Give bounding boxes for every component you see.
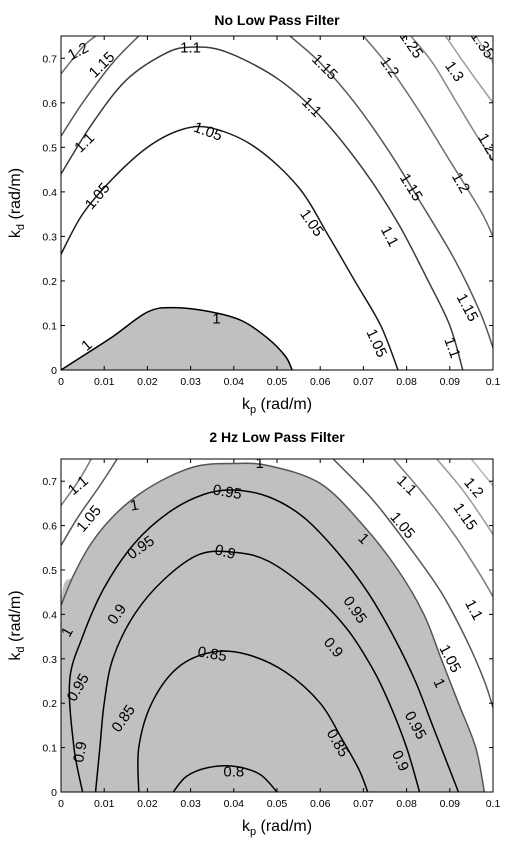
x-tick-label: 0.04 <box>224 376 245 388</box>
y-tick-label: 0.3 <box>42 231 57 243</box>
contour-label: 1 <box>256 455 264 472</box>
y-axis-label: kd (rad/m) <box>7 168 27 238</box>
x-tick-label: 0.07 <box>353 798 374 810</box>
chart-title: No Low Pass Filter <box>214 12 340 28</box>
contour-label: 1.1 <box>180 40 201 57</box>
x-tick-label: 0.01 <box>94 798 115 810</box>
x-tick-label: 0 <box>58 798 64 810</box>
contour-label: 1.1 <box>440 335 463 360</box>
contour-0-8 <box>172 764 278 792</box>
y-tick-label: 0.7 <box>42 476 57 488</box>
y-tick-label: 0.5 <box>42 565 57 577</box>
contour-0-85 <box>137 650 369 792</box>
y-tick-label: 0.4 <box>42 187 57 199</box>
x-tick-label: 0.09 <box>440 798 461 810</box>
plot-area <box>61 36 493 370</box>
shaded-region <box>61 463 485 792</box>
chart-no-filter: 1.21.151.11.15 1.21.251.31.351.11.11.051.… <box>7 12 501 416</box>
contour-0-95 <box>68 489 460 792</box>
x-tick-label: 0.02 <box>137 798 158 810</box>
contour-1-1 <box>61 459 92 507</box>
chart-title: 2 Hz Low Pass Filter <box>209 429 345 445</box>
x-tick-label: 0.01 <box>94 376 115 388</box>
x-tick-label: 0.02 <box>137 376 158 388</box>
x-tick-label: 0.03 <box>180 798 201 810</box>
contour-1-15 <box>61 36 140 137</box>
x-axis-label: kp (rad/m) <box>242 818 312 838</box>
contour-label: 1 <box>212 310 220 327</box>
contour-label: 0.85 <box>196 643 228 665</box>
contour-label: 0.95 <box>211 481 243 503</box>
contour-1 <box>61 462 486 792</box>
contour-1-25 <box>410 36 493 162</box>
y-tick-label: 0.2 <box>42 276 57 288</box>
shaded-region <box>61 307 293 370</box>
x-tick-label: 0.06 <box>310 376 331 388</box>
y-axis-label: kd (rad/m) <box>7 590 27 660</box>
y-tick-label: 0.2 <box>42 698 57 710</box>
x-tick-label: 0.04 <box>224 798 245 810</box>
y-tick-label: 0.3 <box>42 654 57 666</box>
contour-1-15 <box>289 36 493 348</box>
contour-label: 1 <box>129 497 140 515</box>
contour-1-2 <box>362 36 493 237</box>
x-tick-label: 0.06 <box>310 798 331 810</box>
x-tick-label: 0.08 <box>396 798 417 810</box>
x-tick-label: 0.09 <box>440 376 461 388</box>
y-tick-label: 0.5 <box>42 142 57 154</box>
x-tick-label: 0 <box>58 376 64 388</box>
contour-1-15 <box>436 459 493 535</box>
contour-label: 0.9 <box>213 541 238 563</box>
y-tick-label: 0.1 <box>42 743 57 755</box>
x-tick-label: 0.07 <box>353 376 374 388</box>
x-tick-label: 0.08 <box>396 376 417 388</box>
contour-1-05 <box>332 459 493 708</box>
x-tick-label: 0.03 <box>180 376 201 388</box>
y-tick-label: 0.4 <box>42 609 57 621</box>
x-axis-label: kp (rad/m) <box>242 396 312 416</box>
contour-1-05 <box>61 125 399 370</box>
contour-1-05 <box>61 459 118 546</box>
y-tick-label: 0.6 <box>42 98 57 110</box>
y-tick-label: 0.6 <box>42 521 57 533</box>
contour-1-1 <box>393 459 493 598</box>
y-tick-label: 0.1 <box>42 320 57 332</box>
contour-label: 0.8 <box>223 764 244 781</box>
contour-1-1 <box>61 46 464 370</box>
x-tick-label: 0.1 <box>486 798 501 810</box>
x-tick-label: 0.05 <box>267 376 288 388</box>
contour-1 <box>61 306 293 370</box>
x-tick-label: 0.05 <box>267 798 288 810</box>
contour-1-2 <box>61 36 97 75</box>
contour-1-3 <box>444 36 493 104</box>
y-tick-label: 0.7 <box>42 53 57 65</box>
contour-label: 0.9 <box>70 740 90 763</box>
y-tick-label: 0 <box>51 787 57 799</box>
contour-0-9 <box>94 550 421 792</box>
y-tick-label: 0 <box>51 365 57 377</box>
x-tick-label: 0.1 <box>486 376 501 388</box>
